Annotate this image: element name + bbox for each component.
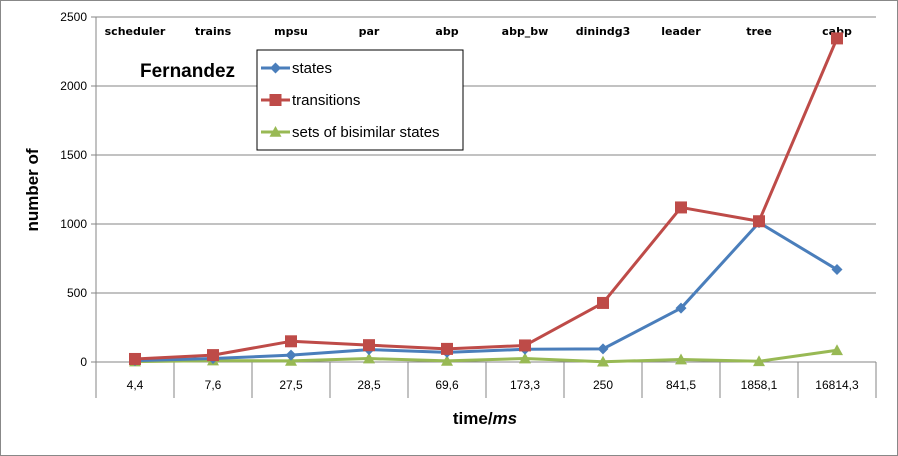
category-label: trains <box>195 25 232 38</box>
series-transitions <box>129 32 843 365</box>
data-point <box>831 32 843 45</box>
legend-swatch-marker <box>270 62 281 74</box>
data-point <box>753 355 765 367</box>
y-axis-title: number of <box>23 148 42 231</box>
category-label: leader <box>661 25 701 38</box>
data-point <box>129 352 141 365</box>
series-states <box>129 217 843 367</box>
x-tick-label: 250 <box>593 378 613 392</box>
category-label: cabp <box>822 25 852 38</box>
series-sets-of-bisimilar-states <box>129 344 843 367</box>
x-axis-title-main: time/ <box>453 409 493 428</box>
category-label: abp_bw <box>502 25 549 38</box>
data-point <box>441 342 453 355</box>
data-point <box>675 201 687 214</box>
legend-label: transitions <box>292 92 360 109</box>
legend-box <box>256 49 464 151</box>
x-axis-title-unit: ms <box>493 409 518 428</box>
y-tick-label: 0 <box>80 355 87 369</box>
series-line <box>134 221 838 363</box>
x-tick-label: 27,5 <box>279 378 303 392</box>
data-point <box>363 352 375 364</box>
x-tick-label: 16814,3 <box>815 378 859 392</box>
series-line <box>134 348 838 364</box>
legend: states transitions sets of bisimilar state… <box>256 49 464 151</box>
x-axis-ticks: 4,4 7,6 27,5 28,5 69,6 173,3 250 841,5 1858,1 168… <box>95 362 877 398</box>
category-label: tree <box>746 25 772 38</box>
legend-item: states <box>261 60 332 77</box>
category-labels: scheduler trains mpsu par abp abp_bw dinindg3 l… <box>105 25 852 38</box>
data-point <box>675 353 687 365</box>
x-tick-label: 7,6 <box>205 378 222 392</box>
x-tick-label: 4,4 <box>127 378 144 392</box>
data-point <box>285 335 297 348</box>
x-tick-label: 1858,1 <box>741 378 778 392</box>
legend-swatch-marker <box>269 126 282 137</box>
data-point <box>753 215 765 228</box>
x-tick-label: 69,6 <box>435 378 459 392</box>
x-tick-label: 28,5 <box>357 378 381 392</box>
category-label: mpsu <box>274 25 308 38</box>
y-tick-label: 500 <box>67 286 87 300</box>
legend-item: sets of bisimilar states <box>261 124 440 141</box>
chart-title: Fernandez <box>140 61 235 82</box>
data-point <box>597 343 609 355</box>
data-point <box>285 349 297 361</box>
gridlines <box>96 16 876 294</box>
category-label: par <box>359 25 380 38</box>
category-label: dinindg3 <box>576 25 630 38</box>
legend-label: sets of bisimilar states <box>292 124 440 141</box>
data-point <box>519 352 531 364</box>
data-point <box>831 344 843 356</box>
data-point <box>597 355 609 367</box>
x-tick-label: 173,3 <box>510 378 540 392</box>
legend-label: states <box>292 60 332 77</box>
y-tick-label: 1500 <box>60 148 87 162</box>
category-label: scheduler <box>105 25 166 38</box>
data-point <box>441 354 453 366</box>
data-point <box>597 296 609 309</box>
data-point <box>207 349 219 362</box>
y-tick-label: 1000 <box>60 217 87 231</box>
y-axis-ticks: 0 500 1000 1500 2000 2500 <box>60 10 96 369</box>
series-line <box>134 37 839 361</box>
data-point <box>675 302 687 314</box>
x-tick-label: 841,5 <box>666 378 696 392</box>
legend-swatch-marker <box>269 94 282 106</box>
y-tick-label: 2500 <box>60 10 87 24</box>
legend-item: transitions <box>261 92 360 109</box>
x-axis-title: time/ms <box>453 409 517 428</box>
data-point <box>363 339 375 352</box>
data-point <box>831 264 843 276</box>
series-group <box>129 32 843 367</box>
data-point <box>519 339 531 352</box>
category-label: abp <box>435 25 458 38</box>
y-tick-label: 2000 <box>60 79 87 93</box>
